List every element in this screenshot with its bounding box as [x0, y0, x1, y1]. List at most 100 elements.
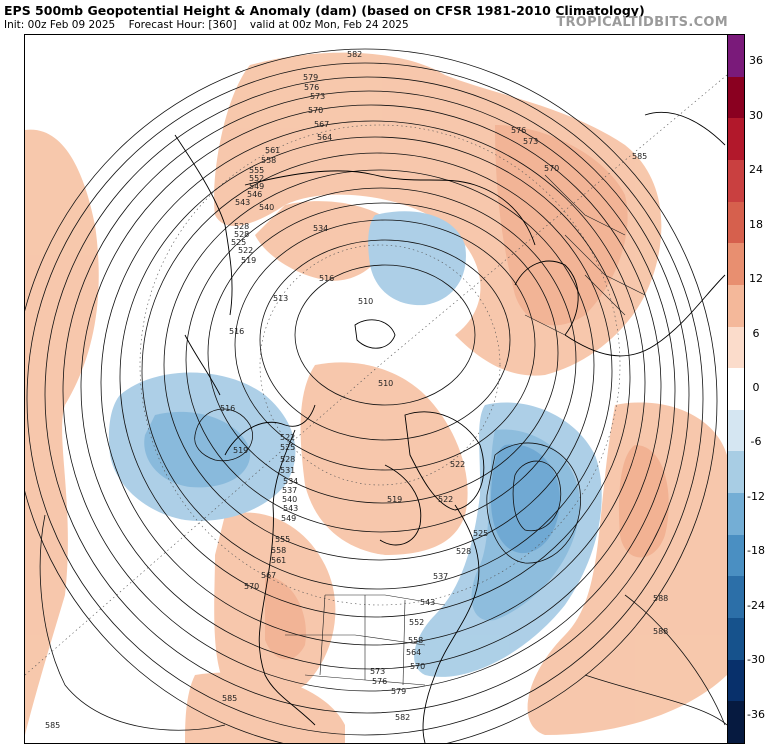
label-564-east: 564	[406, 648, 421, 657]
label-534-west: 534	[283, 477, 298, 486]
label-540-west: 540	[282, 495, 297, 504]
coastlines	[174, 111, 726, 743]
label-567-west: 567	[261, 571, 276, 580]
colorbar-tick-label: -12	[747, 489, 765, 503]
label-516-north: 516	[319, 274, 334, 283]
label-543: 543	[235, 198, 250, 207]
label-519-goa: 519	[233, 446, 248, 455]
label-561-west: 561	[271, 556, 286, 565]
label-537-west: 537	[282, 486, 297, 495]
colorbar-segment	[728, 118, 744, 161]
label-546: 546	[247, 190, 262, 199]
contour-labels: 582 579 576 573 570 567 564 561 558 555 …	[45, 50, 668, 730]
label-573-east: 573	[523, 137, 538, 146]
brand-watermark: TROPICALTIDBITS.COM	[556, 15, 728, 30]
label-561: 561	[265, 146, 280, 155]
anomaly-negative-arctic	[368, 211, 466, 306]
polar-map: 582 579 576 573 570 567 564 561 558 555 …	[24, 34, 728, 744]
label-558: 558	[261, 156, 276, 165]
label-516-west: 516	[229, 327, 244, 336]
label-525: 525	[231, 238, 246, 247]
label-525-west: 525	[280, 443, 295, 452]
colorbar-tick-label: -24	[747, 598, 765, 612]
coast-north-america-east	[422, 504, 480, 743]
coast-east-asia	[174, 134, 233, 316]
colorbar-segment	[728, 76, 744, 119]
chart-subtitle: Init: 00z Feb 09 2025 Forecast Hour: [36…	[4, 19, 419, 31]
coast-hudson-bay	[379, 464, 422, 546]
anomaly-negative-east-na-mid	[471, 429, 580, 621]
coast-africa	[644, 111, 726, 146]
label-510-north: 510	[358, 297, 373, 306]
colorbar-tick-label: -36	[747, 707, 765, 721]
label-552-east: 552	[409, 618, 424, 627]
graticule	[25, 74, 727, 676]
label-582-top: 582	[347, 50, 362, 59]
colorbar-tick-label: 30	[749, 108, 763, 122]
height-contours	[25, 48, 727, 743]
valid-time: valid at 00z Mon, Feb 24 2025	[249, 19, 409, 31]
label-522-west: 522	[280, 433, 295, 442]
label-531: 528	[234, 222, 249, 231]
colorbar-segment	[728, 201, 744, 244]
label-582-south: 582	[395, 713, 410, 722]
label-552: 552	[249, 174, 264, 183]
coast-siberia	[244, 170, 536, 246]
label-567: 567	[314, 120, 329, 129]
label-579: 579	[303, 73, 318, 82]
anomaly-positive-atlantic-core	[618, 445, 669, 558]
anomaly-positive-west-na-core	[265, 575, 306, 660]
colorbar-segment	[728, 659, 744, 702]
coast-kamchatka	[184, 334, 221, 396]
label-576-east: 576	[511, 126, 526, 135]
label-522: 522	[238, 246, 253, 255]
label-564: 564	[317, 133, 332, 142]
colorbar-tick-label: 6	[752, 326, 760, 340]
colorbar-tick-label: -18	[747, 544, 765, 558]
forecast-hour: Forecast Hour: [360]	[128, 19, 237, 31]
colorbar-segment	[728, 534, 744, 577]
label-528: 528	[234, 230, 249, 239]
colorbar-segment	[728, 701, 744, 744]
map-svg: 582 579 576 573 570 567 564 561 558 555 …	[25, 48, 727, 743]
label-558-east: 558	[408, 636, 423, 645]
colorbar-tick-label: -6	[750, 435, 762, 449]
label-516-goa: 516	[220, 404, 235, 413]
label-540: 540	[259, 203, 274, 212]
label-585-sw: 585	[45, 721, 60, 730]
label-543-west: 543	[283, 504, 298, 513]
label-531-west: 531	[280, 466, 295, 475]
coast-greenland	[404, 411, 485, 511]
colorbar-segment	[728, 576, 744, 619]
political-borders	[285, 174, 646, 686]
coast-arctic-islands	[354, 319, 396, 349]
label-570-east: 570	[544, 164, 559, 173]
colorbar-tick-label: 18	[749, 217, 763, 231]
colorbar-segment	[728, 493, 744, 536]
label-528-east: 528	[456, 547, 471, 556]
anomaly-positive-east-asia	[255, 201, 395, 281]
label-519-east: 519	[387, 495, 402, 504]
label-543-east: 543	[420, 598, 435, 607]
anomaly-positive-greenland-canada	[300, 362, 468, 555]
colorbar-tick-label: 24	[749, 163, 763, 177]
label-534: 534	[313, 224, 328, 233]
label-522-east: 522	[450, 460, 465, 469]
colorbar-tick-label: 0	[752, 381, 760, 394]
coast-north-america-west	[258, 429, 316, 726]
label-570-south: 570	[410, 662, 425, 671]
colorbar-tick-label: 36	[749, 54, 763, 68]
label-549-west: 549	[281, 514, 296, 523]
coast-alaska	[224, 404, 316, 456]
label-549: 549	[249, 182, 264, 191]
label-579-south: 579	[391, 687, 406, 696]
label-573-south: 573	[370, 667, 385, 676]
label-519: 519	[241, 256, 256, 265]
coast-europe	[564, 274, 726, 357]
label-558-west: 558	[271, 546, 286, 555]
colorbar-segment	[728, 243, 744, 286]
colorbar-segment	[728, 451, 744, 494]
label-522-greenland: 522	[438, 495, 453, 504]
label-585-south: 585	[222, 694, 237, 703]
label-570: 570	[308, 106, 323, 115]
